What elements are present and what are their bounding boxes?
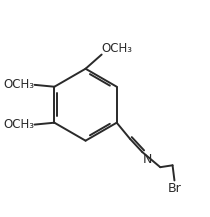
Text: Br: Br [168, 182, 181, 195]
Text: OCH₃: OCH₃ [102, 41, 133, 54]
Text: N: N [143, 153, 153, 166]
Text: OCH₃: OCH₃ [4, 78, 34, 91]
Text: OCH₃: OCH₃ [4, 118, 34, 131]
